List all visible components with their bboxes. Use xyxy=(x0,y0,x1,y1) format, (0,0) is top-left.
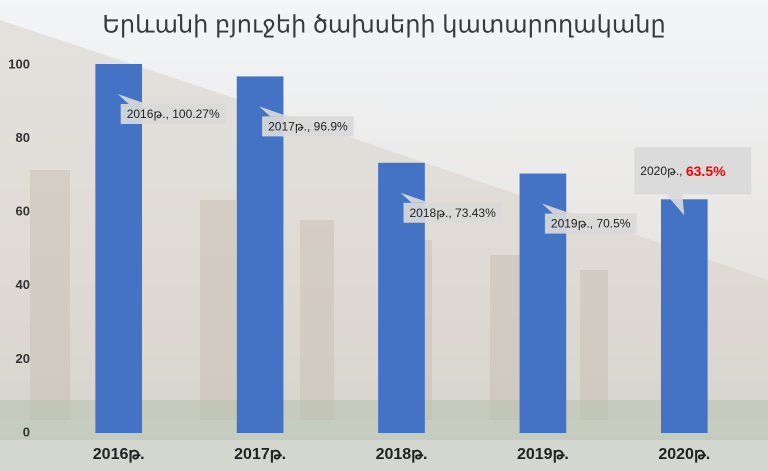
x-tick-label: 2020թ. xyxy=(658,446,710,463)
callout-pointer xyxy=(117,94,147,105)
callout-box xyxy=(403,202,502,223)
data-label-value: 63.5% xyxy=(686,163,726,179)
data-callout: 2018թ., 73.43% xyxy=(400,192,502,223)
bar xyxy=(95,64,143,433)
y-tick-label: 0 xyxy=(23,424,30,439)
callout-box xyxy=(544,213,637,234)
callout-box xyxy=(634,147,752,195)
callout-pointer xyxy=(259,106,289,117)
data-label-text: 2020թ., xyxy=(640,164,686,178)
data-callout: 2016թ., 100.27% xyxy=(117,94,226,125)
callout-box xyxy=(262,116,354,137)
callout-pointer xyxy=(666,194,685,216)
y-tick-label: 60 xyxy=(16,204,30,219)
x-tick-label: 2019թ. xyxy=(517,446,569,463)
data-label: 2020թ., 63.5% xyxy=(640,163,726,179)
bar xyxy=(660,199,708,433)
chart-title: Երևանի բյուջեի ծախսերի կատարողականը xyxy=(102,11,665,38)
x-tick-label: 2018թ. xyxy=(376,446,428,463)
data-label: 2019թ., 70.5% xyxy=(551,217,631,231)
data-callout: 2017թ., 96.9% xyxy=(259,106,354,137)
y-tick-label: 40 xyxy=(16,277,30,292)
y-tick-label: 100 xyxy=(8,56,30,71)
data-label: 2017թ., 96.9% xyxy=(268,120,348,134)
callout-pointer xyxy=(400,192,430,203)
callout-box xyxy=(120,104,226,125)
x-tick-label: 2017թ. xyxy=(234,446,286,463)
x-tick-label: 2016թ. xyxy=(93,446,145,463)
y-tick-label: 80 xyxy=(16,130,30,145)
data-callout: 2020թ., 63.5% xyxy=(634,147,752,216)
data-label: 2016թ., 100.27% xyxy=(127,107,220,121)
callout-pointer xyxy=(541,203,571,214)
y-tick-label: 20 xyxy=(16,351,30,366)
data-callout: 2019թ., 70.5% xyxy=(541,203,637,234)
data-label: 2018թ., 73.43% xyxy=(410,206,497,220)
